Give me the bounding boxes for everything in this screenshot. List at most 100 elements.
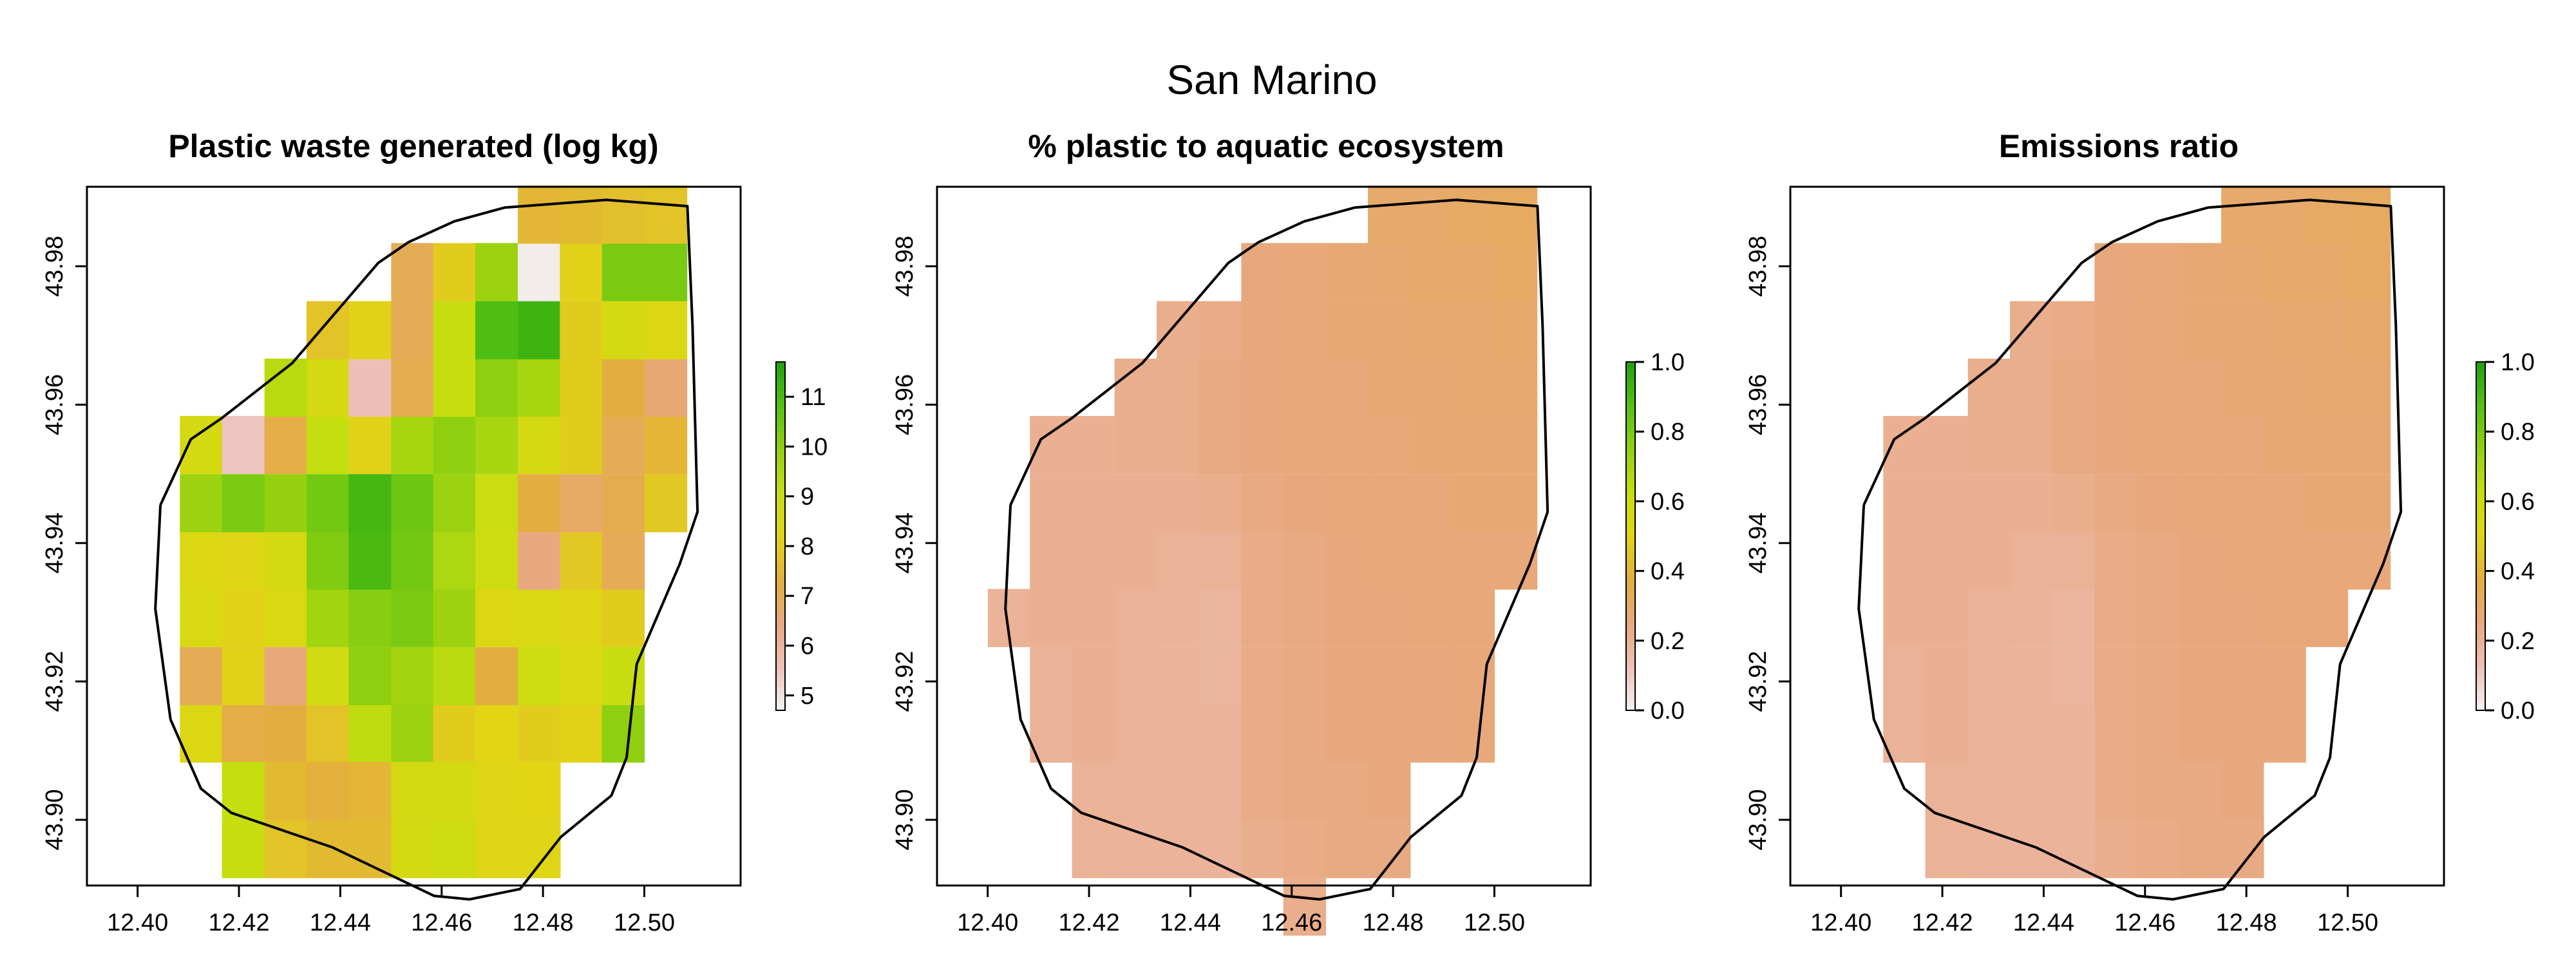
heatmap-cell bbox=[2179, 358, 2222, 417]
heatmap-cell bbox=[180, 647, 223, 705]
heatmap-cell bbox=[1198, 415, 1242, 475]
heatmap-cell bbox=[2305, 358, 2349, 417]
colorbar-swatch bbox=[2476, 379, 2485, 386]
heatmap-cell bbox=[560, 704, 603, 763]
heatmap-cell bbox=[1410, 589, 1453, 647]
heatmap-cell bbox=[222, 531, 265, 590]
colorbar-border bbox=[2476, 361, 2486, 711]
heatmap-cell bbox=[2347, 301, 2391, 359]
heatmap-cell bbox=[2094, 589, 2137, 647]
heatmap-cell bbox=[518, 820, 561, 878]
heatmap-cell bbox=[2263, 531, 2306, 590]
heatmap-cell bbox=[2136, 474, 2180, 533]
heatmap-cell bbox=[1368, 762, 1411, 820]
heatmap-cell bbox=[433, 589, 477, 647]
colorbar-swatch bbox=[1626, 518, 1635, 526]
heatmap-cell bbox=[1114, 820, 1158, 878]
heatmap-cell bbox=[307, 301, 350, 359]
colorbar-swatch bbox=[776, 547, 785, 554]
colorbar-swatch bbox=[2476, 600, 2485, 607]
colorbar-swatch bbox=[776, 605, 785, 612]
heatmap-cell bbox=[2136, 820, 2180, 878]
plot-border bbox=[936, 185, 1592, 887]
country-boundary bbox=[154, 198, 699, 901]
heatmap-cell bbox=[1072, 415, 1115, 475]
heatmap-cell bbox=[2010, 531, 2053, 590]
heatmap-cell bbox=[2179, 589, 2222, 647]
heatmap-cell bbox=[560, 185, 603, 244]
heatmap-cell bbox=[2179, 531, 2222, 590]
heatmap-cell bbox=[307, 415, 350, 475]
heatmap-cell bbox=[475, 301, 518, 359]
heatmap-cell bbox=[2010, 762, 2053, 820]
heatmap-cell bbox=[1967, 474, 2011, 533]
colorbar-swatch bbox=[2476, 542, 2485, 549]
colorbar-swatch bbox=[1626, 681, 1635, 688]
colorbar-swatch bbox=[2476, 414, 2485, 421]
heatmap-cell bbox=[1410, 243, 1453, 301]
heatmap-cell bbox=[307, 474, 350, 533]
heatmap-cell bbox=[348, 820, 392, 878]
colorbar-swatch bbox=[776, 582, 785, 589]
heatmap-cell bbox=[180, 589, 223, 647]
heatmap-cell bbox=[1410, 474, 1453, 533]
colorbar-swatch bbox=[1626, 536, 1635, 543]
heatmap-cell bbox=[264, 704, 308, 763]
heatmap-cell bbox=[1072, 531, 1115, 590]
colorbar-swatch bbox=[776, 640, 785, 647]
x-tick-label: 12.50 bbox=[2317, 909, 2378, 936]
heatmap-cell bbox=[1114, 474, 1158, 533]
heatmap-cell bbox=[391, 647, 434, 705]
heatmap-cell bbox=[1368, 704, 1411, 763]
colorbar-swatch bbox=[2476, 605, 2485, 612]
heatmap-cells bbox=[987, 185, 1538, 936]
colorbar-swatch bbox=[776, 455, 785, 461]
colorbar-swatch bbox=[2476, 588, 2485, 595]
heatmap-cell bbox=[2305, 185, 2349, 244]
heatmap-cell bbox=[222, 647, 265, 705]
heatmap-cell bbox=[2094, 647, 2137, 705]
heatmap-cell bbox=[391, 762, 434, 820]
y-tick-label: 43.98 bbox=[41, 236, 68, 297]
heatmap-cell bbox=[433, 243, 477, 301]
heatmap-cell bbox=[1325, 704, 1368, 763]
colorbar-swatch bbox=[1626, 443, 1635, 450]
colorbar-tick-label: 7 bbox=[800, 583, 814, 610]
colorbar-swatch bbox=[2476, 611, 2485, 618]
heatmap-cell bbox=[2052, 589, 2095, 647]
colorbar-swatch bbox=[776, 478, 785, 484]
colorbar-swatch bbox=[1626, 669, 1635, 676]
heatmap-cell bbox=[1325, 589, 1368, 647]
colorbar-swatch bbox=[1626, 629, 1635, 636]
heatmap-cell bbox=[1883, 415, 1926, 475]
heatmap-cell bbox=[1883, 704, 1926, 763]
heatmap-cell bbox=[1325, 647, 1368, 705]
heatmap-cell bbox=[1325, 474, 1368, 533]
heatmap-cell bbox=[1198, 474, 1242, 533]
heatmap-cell bbox=[1157, 474, 1200, 533]
colorbar-swatch bbox=[776, 646, 785, 653]
colorbar-swatch bbox=[1626, 374, 1635, 380]
y-tick-label: 43.94 bbox=[1745, 513, 1772, 574]
heatmap-cell bbox=[2305, 243, 2349, 301]
colorbar-swatch bbox=[1626, 553, 1635, 560]
y-tick-label: 43.90 bbox=[891, 789, 918, 850]
heatmap-cell bbox=[518, 647, 561, 705]
heatmap-cell bbox=[1283, 762, 1327, 820]
colorbar-legend: 5 6 7 8 9 10 11 bbox=[775, 361, 828, 711]
heatmap-cell bbox=[1410, 415, 1453, 475]
colorbar-swatch bbox=[776, 379, 785, 386]
colorbar-swatch bbox=[2476, 553, 2485, 560]
heatmap-cell bbox=[1283, 704, 1327, 763]
colorbar-swatch bbox=[776, 542, 785, 549]
heatmap-cell bbox=[2305, 474, 2349, 533]
heatmap-cell bbox=[2221, 647, 2264, 705]
heatmap-cell bbox=[644, 415, 688, 475]
heatmap-cell bbox=[1283, 415, 1327, 475]
colorbar-swatch bbox=[2476, 629, 2485, 636]
heatmap-cell bbox=[391, 474, 434, 533]
heatmap-cell bbox=[1198, 301, 1242, 359]
colorbar-swatch bbox=[2476, 582, 2485, 589]
heatmap-cell bbox=[2052, 474, 2095, 533]
x-tick-label: 12.40 bbox=[107, 909, 168, 936]
